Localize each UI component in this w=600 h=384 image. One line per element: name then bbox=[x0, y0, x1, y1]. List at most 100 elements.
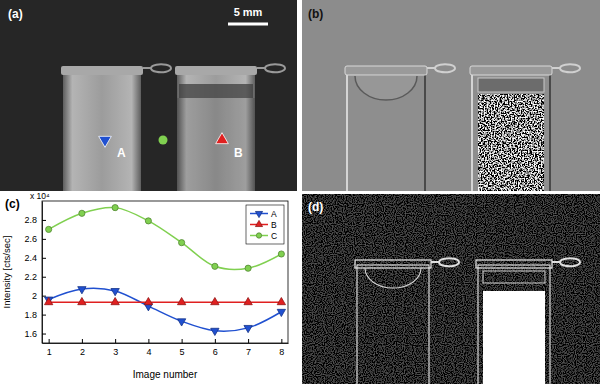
chart-background bbox=[0, 194, 297, 384]
y-tick: 1.6 bbox=[24, 329, 46, 339]
legend-marker bbox=[255, 220, 262, 226]
y-tick-mark bbox=[42, 239, 46, 240]
y-tick: 2.2 bbox=[24, 272, 46, 282]
legend-box bbox=[246, 205, 284, 244]
tube-rim bbox=[61, 66, 143, 75]
panel-background bbox=[302, 194, 600, 384]
roi-marker bbox=[99, 136, 112, 147]
x-tick-label: 3 bbox=[113, 347, 118, 357]
tube-fill bbox=[177, 98, 255, 191]
x-tick-label: 6 bbox=[213, 347, 218, 357]
tube-body bbox=[177, 72, 255, 191]
y-tick: 2.4 bbox=[24, 253, 46, 263]
series-marker bbox=[244, 325, 252, 332]
tube-edge bbox=[471, 72, 473, 191]
chart: 123456781.61.822.22.42.62.8(c)x 10⁴Image… bbox=[0, 191, 297, 384]
y-tick-mark bbox=[42, 277, 46, 278]
figure: 5 mm(a)AB(b)(d)123456781.61.822.22.42.62… bbox=[0, 0, 600, 384]
series-marker bbox=[46, 226, 52, 232]
tube-rim bbox=[175, 66, 257, 75]
tube bbox=[470, 64, 580, 191]
panel-label: (b) bbox=[308, 7, 323, 21]
x-tick-mark bbox=[215, 339, 216, 343]
x-tick-label: 2 bbox=[80, 347, 85, 357]
y-tick: 1.8 bbox=[24, 310, 46, 320]
y-tick-label: 2 bbox=[32, 291, 37, 301]
roi-label: A bbox=[117, 146, 126, 160]
x-tick-mark bbox=[115, 339, 116, 343]
panel-b: (b) bbox=[302, 0, 600, 191]
tube-outline bbox=[357, 265, 429, 384]
roi-marker bbox=[216, 133, 229, 144]
tube bbox=[345, 64, 455, 191]
x-tick: 2 bbox=[80, 339, 85, 357]
x-axis-line bbox=[43, 343, 289, 344]
tube-inner bbox=[355, 76, 417, 100]
tube-body bbox=[472, 72, 550, 191]
tube-edge bbox=[346, 72, 348, 191]
tube-band bbox=[483, 271, 545, 283]
panel-label: (d) bbox=[308, 200, 323, 214]
series-marker bbox=[78, 287, 86, 294]
tube-band bbox=[478, 78, 544, 92]
tube-body bbox=[347, 72, 425, 191]
tube-cap bbox=[427, 64, 455, 72]
tube bbox=[61, 64, 171, 191]
panel-background bbox=[0, 0, 297, 191]
tube-band bbox=[179, 84, 253, 98]
series-marker bbox=[177, 319, 185, 326]
speckle bbox=[478, 94, 544, 191]
x-tick: 6 bbox=[213, 339, 218, 357]
x-tick-label: 7 bbox=[246, 347, 251, 357]
x-tick-mark bbox=[148, 339, 149, 343]
series-marker bbox=[212, 263, 218, 269]
y-tick: 2 bbox=[32, 291, 46, 301]
x-tick-mark bbox=[248, 339, 249, 343]
tube-cap bbox=[143, 64, 171, 72]
series-line bbox=[49, 288, 282, 331]
series-marker bbox=[79, 210, 85, 216]
x-tick-mark bbox=[49, 339, 50, 343]
tube-cap bbox=[552, 258, 580, 266]
x-tick: 4 bbox=[146, 339, 151, 357]
x-tick: 3 bbox=[113, 339, 118, 357]
tube-cap bbox=[552, 64, 580, 72]
panel-label: (a) bbox=[8, 7, 23, 21]
y-tick-mark bbox=[42, 315, 46, 316]
tube-rim bbox=[355, 260, 431, 268]
y-tick-label: 2.8 bbox=[24, 215, 37, 225]
series-marker bbox=[44, 297, 52, 304]
x-tick-mark bbox=[281, 339, 282, 343]
series-marker bbox=[211, 328, 219, 335]
x-tick: 7 bbox=[246, 339, 251, 357]
series-marker bbox=[44, 297, 52, 304]
tube-cap bbox=[431, 258, 459, 266]
panel-d: (d) bbox=[302, 194, 600, 384]
tube-rim bbox=[470, 66, 552, 75]
y-tick-label: 2.4 bbox=[24, 253, 37, 263]
series-marker bbox=[177, 297, 185, 304]
x-tick-label: 1 bbox=[47, 347, 52, 357]
panel-background bbox=[302, 0, 600, 191]
plot-frame bbox=[42, 201, 288, 343]
x-axis-title: Image number bbox=[133, 369, 198, 380]
legend-marker bbox=[255, 211, 262, 217]
series-marker bbox=[78, 297, 86, 304]
y-tick-label: 2.6 bbox=[24, 234, 37, 244]
x-tick: 5 bbox=[180, 339, 185, 357]
tube-body bbox=[63, 72, 141, 191]
tube bbox=[175, 64, 285, 191]
x-tick-mark bbox=[182, 339, 183, 343]
tube-outline bbox=[478, 265, 550, 384]
tube bbox=[476, 258, 580, 384]
y-axis-title: Intensity [cts/sec] bbox=[1, 236, 12, 309]
x-tick: 8 bbox=[279, 339, 284, 357]
noise bbox=[302, 194, 600, 384]
legend: ABC bbox=[246, 205, 284, 244]
panel-label: (c) bbox=[5, 197, 20, 211]
series-marker bbox=[111, 297, 119, 304]
x-tick-label: 5 bbox=[180, 347, 185, 357]
series-marker bbox=[277, 297, 285, 304]
plot-area bbox=[44, 205, 285, 336]
x-tick-mark bbox=[82, 339, 83, 343]
